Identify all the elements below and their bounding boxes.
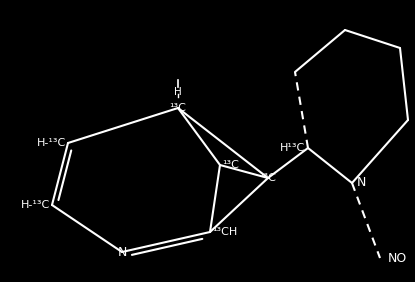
Text: ¹³C: ¹³C: [222, 160, 239, 170]
Text: H-¹³C: H-¹³C: [21, 200, 50, 210]
Text: ¹³C: ¹³C: [170, 103, 186, 113]
Text: N: N: [357, 177, 366, 190]
Text: ¹³CH: ¹³CH: [212, 227, 237, 237]
Text: H¹³C: H¹³C: [280, 143, 305, 153]
Text: N: N: [117, 246, 127, 259]
Text: ¹³C: ¹³C: [259, 173, 276, 183]
Text: H-¹³C: H-¹³C: [37, 138, 66, 148]
Text: NO: NO: [388, 252, 407, 265]
Text: H: H: [174, 87, 182, 97]
